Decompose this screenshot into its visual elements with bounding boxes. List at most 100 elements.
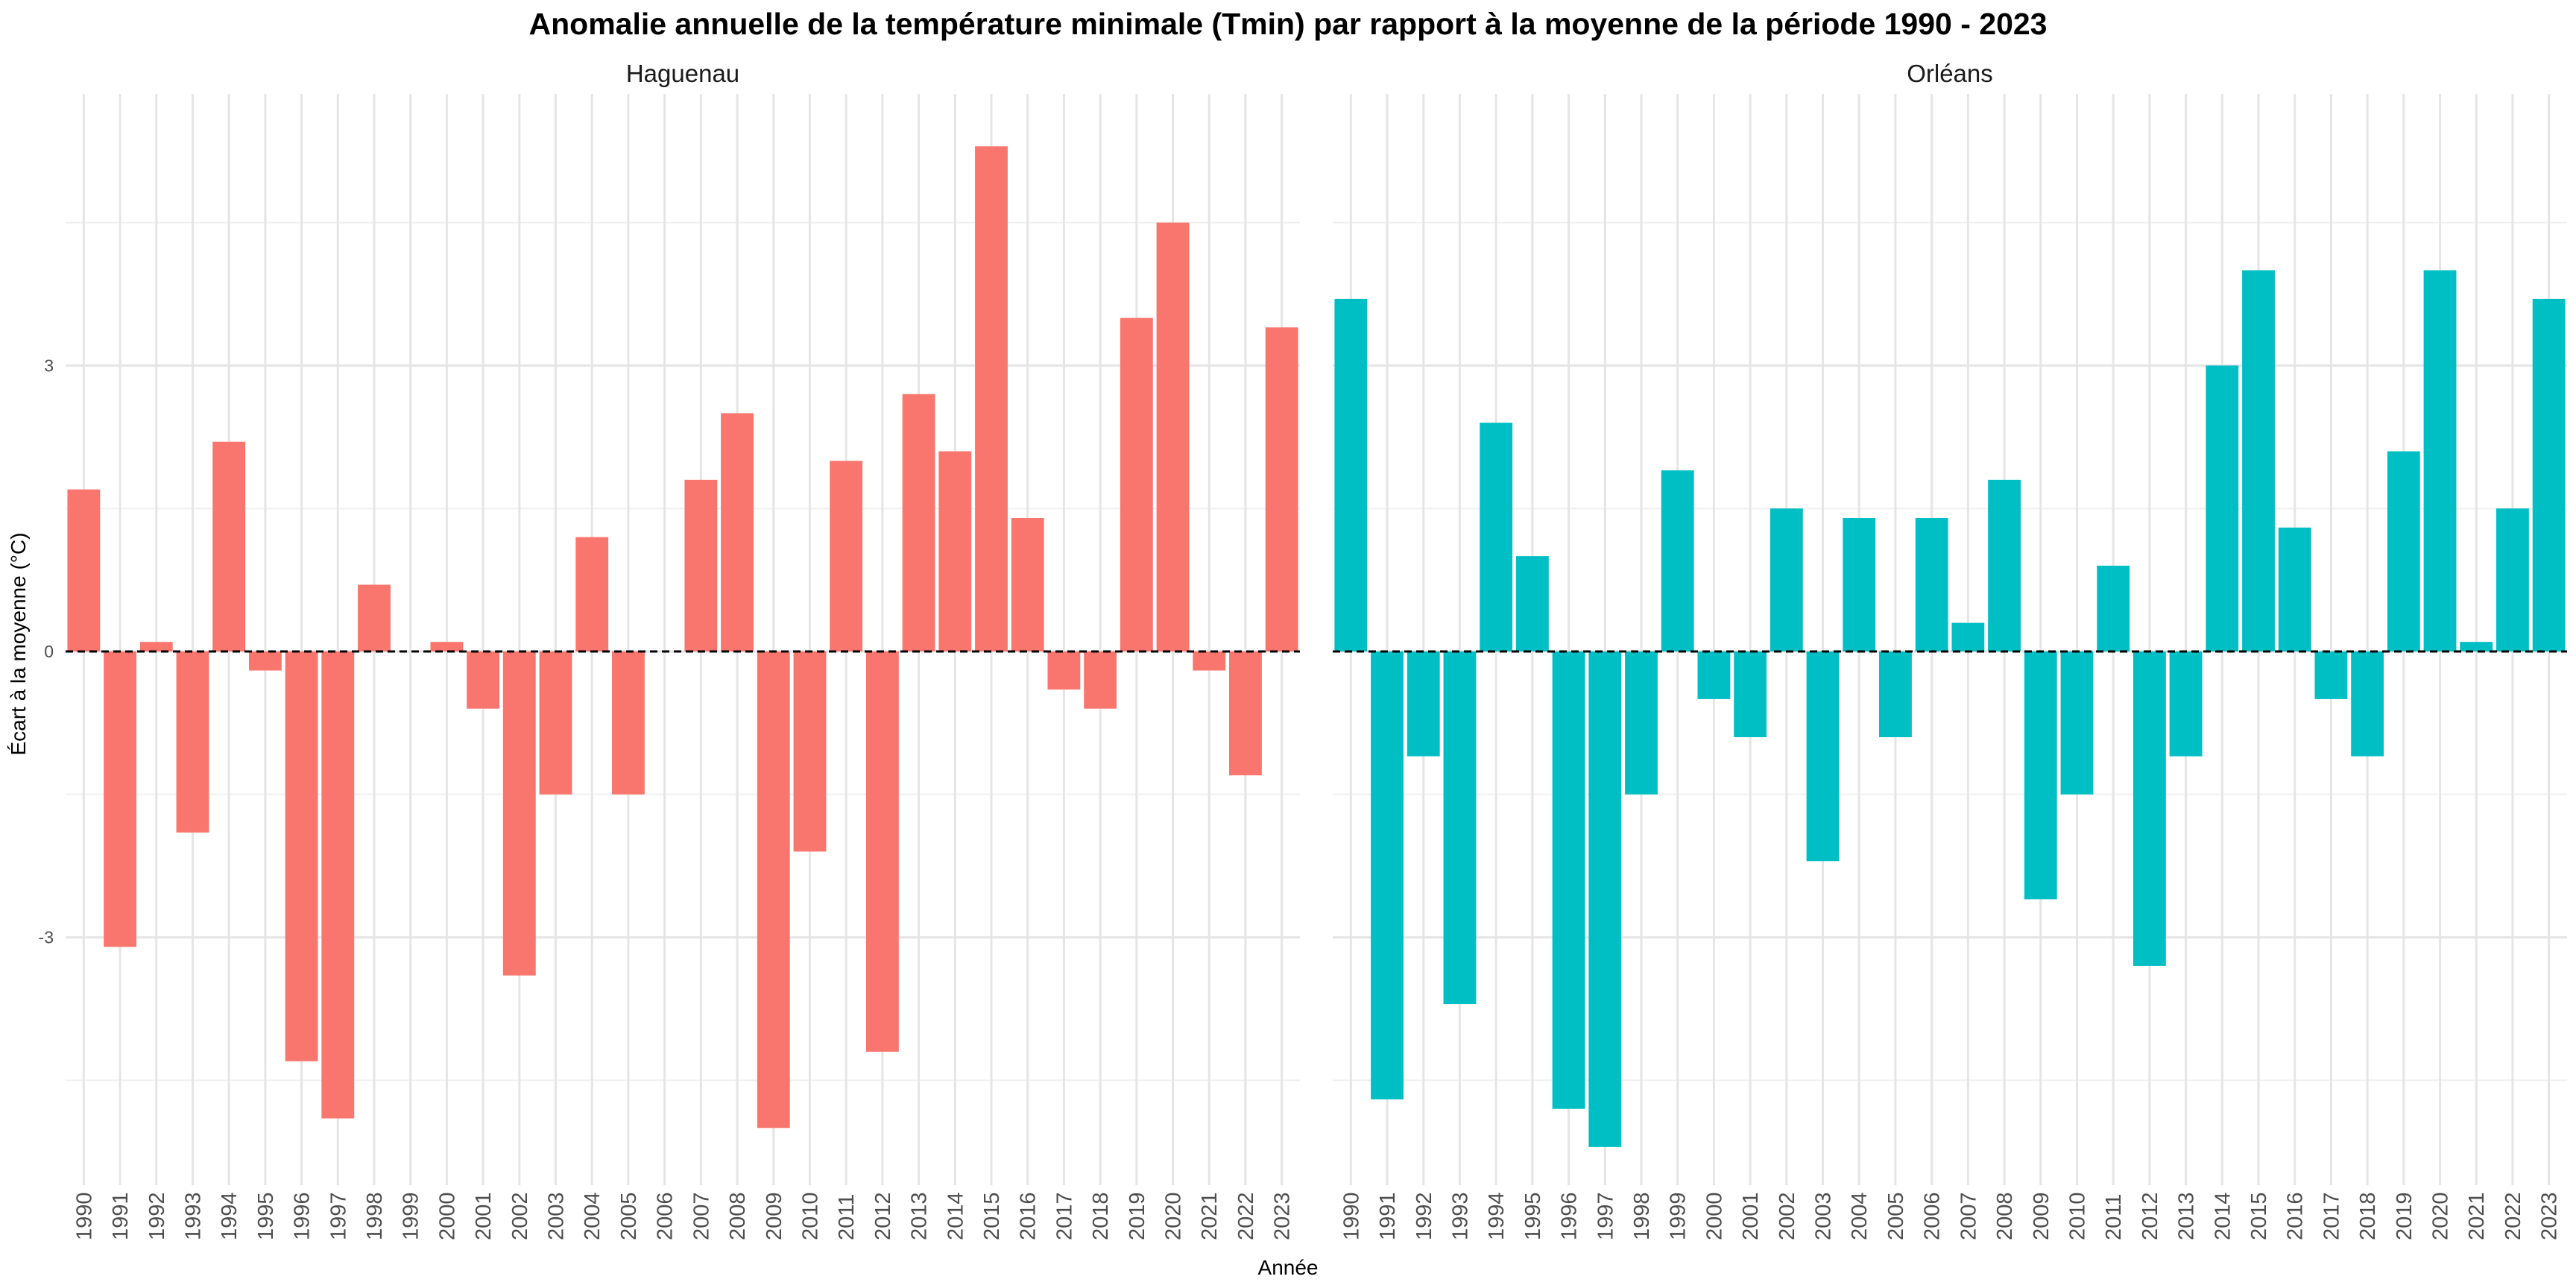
panel-2-bar-2012 <box>2133 651 2166 966</box>
panel-1-x-tick-label: 2003 <box>545 1192 569 1240</box>
panel-2-x-tick-label: 2021 <box>2465 1192 2489 1240</box>
panel-2-x-tick-label: 1999 <box>1667 1192 1690 1240</box>
panel-2: Orléans 1990 1991 1992 1993 1994 1995 1996 1997 1… <box>1333 60 2567 1240</box>
panel-1-x-tick-label: 2001 <box>472 1192 496 1240</box>
panel-1-x-tick-label: 2016 <box>1017 1192 1041 1240</box>
panel-2-bar-1999 <box>1661 470 1694 651</box>
panel-2-bar-2011 <box>2097 565 2130 651</box>
panel-2-x-tick-label: 2005 <box>1884 1192 1908 1240</box>
panel-1-x-tick-label: 2012 <box>871 1192 895 1240</box>
panel-1-x-tick-label: 2010 <box>798 1192 822 1240</box>
panel-2-x-tick-label: 2017 <box>2320 1192 2343 1240</box>
panel-2-bar-2023 <box>2532 298 2566 651</box>
panel-2-x-tick-label: 2019 <box>2393 1192 2416 1240</box>
panel-1-x-tick-label: 1994 <box>218 1192 242 1240</box>
panel-1-x-tick-label: 2002 <box>508 1192 532 1240</box>
y-axis-title: Écart à la moyenne (°C) <box>7 532 30 755</box>
panel-2-x-tick-label: 2011 <box>2102 1194 2126 1240</box>
panel-2-x-tick-label: 2015 <box>2247 1192 2271 1240</box>
panel-2-bar-1996 <box>1552 651 1585 1109</box>
panel-2-bar-2020 <box>2423 270 2457 651</box>
panel-1-bar-1992 <box>139 642 173 651</box>
panel-1-x-tick-label: 2005 <box>617 1192 641 1240</box>
panel-1-bar-1995 <box>248 651 282 671</box>
panel-2-bar-2022 <box>2496 508 2529 651</box>
panel-2-x-tick-label: 2023 <box>2538 1192 2562 1240</box>
panel-1-x-tick-label: 2015 <box>980 1192 1004 1240</box>
panel-2-x-tick-label: 1996 <box>1558 1192 1582 1240</box>
panel-1-bar-2005 <box>612 651 645 795</box>
panel-1-bar-1998 <box>358 584 391 651</box>
panel-2-bar-2000 <box>1697 651 1731 699</box>
panel-1-x-tick-label: 1997 <box>326 1192 350 1240</box>
panel-2-bar-1990 <box>1334 298 1368 651</box>
chart-title: Anomalie annuelle de la température mini… <box>529 7 2048 41</box>
panel-2-bar-2019 <box>2387 451 2420 651</box>
panel-2-bar-2009 <box>2024 651 2057 900</box>
panel-1-x-tick-label: 2013 <box>908 1192 932 1240</box>
panel-2-bar-2014 <box>2206 365 2239 651</box>
panel-1-bar-2022 <box>1229 651 1262 776</box>
panel-2-x-tick-label: 2001 <box>1739 1192 1763 1240</box>
panel-2-x-tick-label: 2002 <box>1775 1192 1799 1240</box>
panel-1-x-tick-label: 2014 <box>944 1192 967 1240</box>
panel-2-x-tick-label: 2006 <box>1921 1192 1945 1240</box>
panel-2-bar-2017 <box>2314 651 2348 699</box>
panel-2-bar-2007 <box>1951 622 1985 651</box>
panel-1-bar-2011 <box>830 461 863 651</box>
panel-1-bar-2012 <box>865 651 899 1052</box>
panel-2-bar-1995 <box>1515 556 1549 651</box>
panel-1-x-tick-label: 2020 <box>1162 1192 1186 1240</box>
panel-1-bar-2015 <box>975 146 1008 651</box>
panel-1-x-tick-label: 2009 <box>763 1192 786 1240</box>
panel-1-bar-1997 <box>321 651 355 1119</box>
panel-2-x-tick-label: 2018 <box>2356 1192 2380 1240</box>
panel-2-x-tick-label: 1994 <box>1485 1192 1509 1240</box>
panel-2-bar-2004 <box>1843 517 1876 651</box>
panel-2-x-tick-label: 2013 <box>2175 1192 2199 1240</box>
panel-1-bar-2008 <box>721 413 754 651</box>
panel-1-x-tick-label: 2008 <box>726 1192 750 1240</box>
panel-1-bar-2010 <box>793 651 827 852</box>
panel-2-x-tick-label: 2016 <box>2284 1192 2308 1240</box>
panel-2-x-tick-label: 2012 <box>2138 1192 2162 1240</box>
panel-1: Haguenau -3 0 3 1990 1991 1992 1993 1994 1995 1996… <box>39 60 1300 1240</box>
panel-2-x-tick-label: 1997 <box>1594 1192 1617 1240</box>
panel-2-x-tick-label: 2010 <box>2065 1192 2089 1240</box>
panel-2-bar-2001 <box>1734 651 1767 738</box>
panel-1-x-tick-label: 2022 <box>1234 1192 1258 1240</box>
panel-1-strip-label: Haguenau <box>626 60 739 87</box>
y-tick-label: 0 <box>44 642 54 661</box>
y-tick-label: 3 <box>44 356 54 375</box>
panel-2-strip-label: Orléans <box>1907 60 1993 87</box>
panel-2-bar-1994 <box>1480 423 1513 651</box>
y-tick-label: -3 <box>39 928 54 947</box>
panel-1-x-tick-label: 2006 <box>654 1192 678 1240</box>
panel-2-bar-1992 <box>1407 651 1440 757</box>
panel-1-bar-2004 <box>575 537 609 651</box>
panel-1-bar-2013 <box>902 394 935 651</box>
panel-2-bar-2008 <box>1988 479 2021 651</box>
panel-2-bar-2021 <box>2460 642 2493 651</box>
panel-2-x-tick-label: 1995 <box>1521 1192 1545 1240</box>
panel-1-x-tick-label: 1990 <box>72 1192 96 1240</box>
panel-1-x-tick-label: 2004 <box>581 1192 604 1240</box>
panel-2-x-tick-label: 2004 <box>1848 1192 1872 1240</box>
panel-2-bar-2015 <box>2242 270 2275 651</box>
panel-1-bar-2019 <box>1120 318 1153 651</box>
panel-1-x-tick-label: 1998 <box>363 1192 387 1240</box>
panel-2-bar-2013 <box>2169 651 2203 757</box>
panel-1-bar-2014 <box>938 451 972 651</box>
panel-2-x-tick-label: 1998 <box>1630 1192 1654 1240</box>
panel-2-bar-1998 <box>1625 651 1658 795</box>
panel-1-x-tick-label: 2000 <box>435 1192 459 1240</box>
panel-2-bar-1991 <box>1371 651 1404 1099</box>
panel-1-x-tick-label: 2011 <box>835 1194 859 1240</box>
panel-2-x-tick-label: 2022 <box>2501 1192 2525 1240</box>
panel-1-bar-2000 <box>430 642 464 651</box>
panel-2-bar-2018 <box>2351 651 2384 757</box>
panel-2-x-tick-label: 2008 <box>1993 1192 2017 1240</box>
panel-1-x-tick-label: 2019 <box>1126 1192 1149 1240</box>
x-axis-title: Année <box>1258 1256 1319 1279</box>
